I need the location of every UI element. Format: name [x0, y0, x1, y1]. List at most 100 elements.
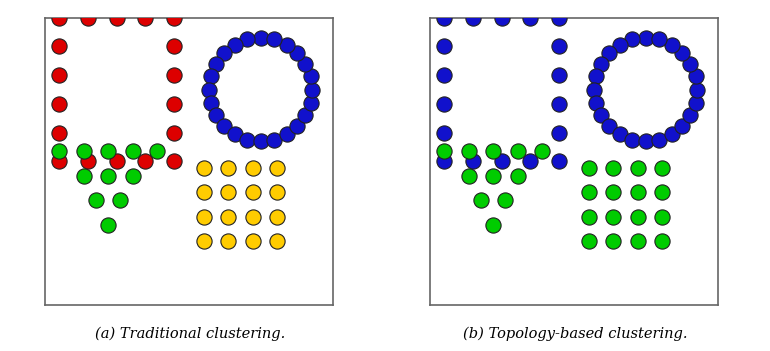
Point: [271, 165, 283, 171]
Point: [102, 148, 114, 154]
Point: [607, 214, 619, 220]
Point: [246, 239, 259, 244]
Point: [53, 159, 65, 164]
Point: [271, 214, 283, 220]
Point: [631, 165, 644, 171]
Point: [467, 159, 479, 164]
Text: (a) Traditional clustering.: (a) Traditional clustering.: [95, 326, 286, 340]
Point: [583, 165, 595, 171]
Point: [126, 173, 139, 179]
Point: [300, 61, 312, 66]
Point: [607, 165, 619, 171]
Point: [168, 72, 180, 78]
Point: [111, 159, 123, 164]
Point: [553, 72, 565, 78]
Point: [229, 132, 241, 137]
Point: [603, 50, 615, 56]
Point: [241, 37, 253, 42]
Point: [511, 173, 524, 179]
Point: [487, 148, 499, 154]
Point: [614, 42, 626, 47]
Point: [151, 148, 163, 154]
Point: [665, 42, 678, 47]
Point: [553, 44, 565, 49]
Point: [553, 15, 565, 20]
Point: [204, 100, 216, 106]
Point: [304, 73, 316, 79]
Point: [487, 173, 499, 179]
Point: [553, 130, 565, 135]
Point: [607, 239, 619, 244]
Point: [168, 44, 180, 49]
Point: [685, 113, 697, 118]
Point: [139, 15, 152, 20]
Point: [438, 44, 450, 49]
Point: [78, 173, 90, 179]
Point: [691, 87, 704, 92]
Point: [656, 214, 668, 220]
Point: [209, 61, 222, 66]
Point: [676, 123, 688, 129]
Point: [553, 159, 565, 164]
Point: [631, 239, 644, 244]
Point: [653, 37, 665, 42]
Point: [639, 35, 651, 40]
Point: [111, 15, 123, 20]
Point: [168, 159, 180, 164]
Point: [511, 148, 524, 154]
Point: [463, 148, 475, 154]
Point: [204, 73, 216, 79]
Point: [685, 61, 697, 66]
Point: [463, 173, 475, 179]
Text: (b) Topology-based clustering.: (b) Topology-based clustering.: [463, 326, 688, 340]
Point: [524, 159, 537, 164]
Point: [78, 148, 90, 154]
Point: [291, 50, 303, 56]
Point: [653, 137, 665, 143]
Point: [583, 190, 595, 195]
Point: [656, 165, 668, 171]
Point: [139, 159, 152, 164]
Point: [222, 190, 234, 195]
Point: [438, 15, 450, 20]
Point: [583, 214, 595, 220]
Point: [268, 37, 280, 42]
Point: [467, 15, 479, 20]
Point: [665, 132, 678, 137]
Point: [222, 165, 234, 171]
Point: [656, 239, 668, 244]
Point: [280, 132, 293, 137]
Point: [583, 239, 595, 244]
Point: [198, 165, 210, 171]
Point: [603, 123, 615, 129]
Point: [168, 101, 180, 107]
Point: [53, 15, 65, 20]
Point: [626, 137, 638, 143]
Point: [487, 222, 499, 227]
Point: [82, 159, 94, 164]
Point: [656, 190, 668, 195]
Point: [594, 113, 607, 118]
Point: [218, 123, 230, 129]
Point: [626, 37, 638, 42]
Point: [588, 87, 600, 92]
Point: [589, 73, 601, 79]
Point: [82, 15, 94, 20]
Point: [198, 190, 210, 195]
Point: [53, 130, 65, 135]
Point: [524, 15, 537, 20]
Point: [246, 214, 259, 220]
Point: [89, 198, 102, 203]
Point: [53, 148, 65, 154]
Point: [53, 72, 65, 78]
Point: [607, 190, 619, 195]
Point: [222, 214, 234, 220]
Point: [102, 222, 114, 227]
Point: [114, 198, 126, 203]
Point: [222, 239, 234, 244]
Point: [496, 15, 508, 20]
Point: [589, 100, 601, 106]
Point: [304, 100, 316, 106]
Point: [438, 101, 450, 107]
Point: [631, 214, 644, 220]
